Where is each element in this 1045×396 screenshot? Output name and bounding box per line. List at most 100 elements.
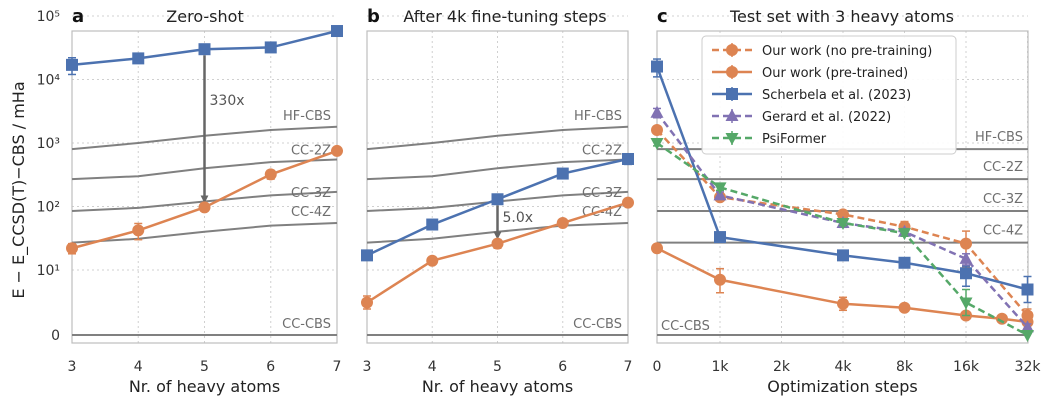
- y-tick-label: 10³: [37, 136, 60, 152]
- series-group: [66, 25, 343, 255]
- reference-lines: HF-CBS CC-2Z CC-3Z CC-4Z CC-CBS: [71, 109, 338, 336]
- data-point: [898, 256, 911, 269]
- panel-b: 3 4 5 6 7 Nr. of heavy atoms After 4k fine-tun…: [361, 6, 634, 396]
- data-point: [426, 218, 439, 231]
- plot-frame: [366, 30, 629, 344]
- data-point: [198, 201, 211, 214]
- data-point: [837, 249, 849, 262]
- series-line: [656, 111, 1029, 329]
- x-tick-label: 3: [363, 359, 372, 375]
- x-tick-label: 7: [333, 359, 342, 375]
- data-point: [898, 228, 911, 241]
- plot-frame: [656, 30, 1029, 344]
- series-group: [650, 58, 1034, 342]
- x-tick-label: 8k: [896, 359, 914, 375]
- series-line: [656, 141, 1029, 337]
- x-tick-label: 4k: [834, 359, 852, 375]
- data-point: [959, 251, 973, 264]
- data-point: [651, 124, 663, 137]
- data-point: [714, 231, 726, 244]
- x-tick-label: 0: [653, 359, 662, 375]
- data-point: [959, 297, 973, 310]
- x-tick-label: 5: [493, 359, 502, 375]
- y-tick-label: 10¹: [37, 263, 60, 279]
- panel-letter: c: [657, 6, 668, 27]
- x-tick-label: 4: [134, 359, 143, 375]
- reference-label: HF-CBS: [283, 109, 331, 124]
- data-point: [426, 254, 439, 267]
- legend-label: Our work (pre-trained): [762, 66, 908, 81]
- data-point: [198, 43, 211, 56]
- data-point: [491, 237, 504, 250]
- ratio-label: 330x: [210, 93, 245, 109]
- legend-label: Gerard et al. (2022): [762, 110, 891, 125]
- x-axis-label: Nr. of heavy atoms: [129, 377, 280, 396]
- reference-label: CC-3Z: [983, 192, 1023, 207]
- x-tick-label: 2k: [773, 359, 791, 375]
- reference-line: [366, 158, 629, 181]
- legend-marker: [726, 66, 738, 78]
- reference-label: CC-4Z: [291, 205, 331, 220]
- reference-label: CC-4Z: [983, 224, 1023, 239]
- ratio-label: 5.0x: [503, 210, 534, 226]
- x-tick-label: 32k: [1015, 359, 1042, 375]
- panel-c: 0 1k 2k 4k 8k 16k 32k Optimization steps Test se…: [650, 6, 1042, 396]
- reference-label: CC-CBS: [573, 317, 622, 332]
- x-tick-label: 16k: [953, 359, 980, 375]
- legend: Our work (no pre-training) Our work (pre-…: [701, 35, 957, 155]
- legend-label: Scherbela et al. (2023): [762, 88, 911, 103]
- y-axis-label: E − E_CCSD(T)−CBS / mHa: [9, 81, 29, 298]
- x-tick-label: 1k: [711, 359, 729, 375]
- data-point: [491, 193, 504, 206]
- series-group: [361, 152, 634, 310]
- data-point: [714, 273, 726, 286]
- data-point: [713, 182, 727, 195]
- reference-label: CC-3Z: [291, 186, 331, 201]
- data-point: [650, 138, 664, 150]
- data-point: [331, 144, 343, 157]
- plot-frame: [71, 30, 338, 344]
- reference-label: CC-2Z: [582, 143, 622, 158]
- data-point: [132, 224, 145, 237]
- data-point: [837, 208, 849, 221]
- grid: [366, 15, 629, 343]
- data-point: [651, 60, 663, 73]
- data-point: [837, 297, 849, 310]
- series-line: [656, 129, 1029, 317]
- data-point: [650, 105, 664, 118]
- legend-marker: [725, 133, 739, 145]
- legend-box: [701, 35, 957, 155]
- x-tick-label: 7: [624, 359, 633, 375]
- data-point: [132, 52, 145, 65]
- x-tick-label: 6: [558, 359, 567, 375]
- panel-letter: b: [367, 6, 380, 27]
- data-point: [960, 237, 972, 250]
- legend-marker: [725, 109, 739, 121]
- panel-letter: a: [72, 6, 84, 27]
- data-point: [264, 41, 277, 54]
- reference-line: [71, 221, 338, 244]
- y-tick-label: 10⁴: [37, 73, 61, 89]
- data-point: [331, 25, 343, 38]
- panel-a: 3 4 5 6 7 Nr. of heavy atoms 0 10¹ 10² 10³ 10⁴ 10⁵ Z…: [37, 6, 343, 396]
- data-point: [651, 242, 663, 255]
- data-point: [836, 217, 850, 230]
- data-point: [960, 267, 972, 280]
- data-point: [66, 58, 78, 71]
- reference-label: CC-CBS: [282, 317, 331, 332]
- data-point: [66, 242, 78, 255]
- data-point: [361, 249, 373, 262]
- reference-line: [366, 125, 629, 151]
- series-line: [655, 66, 1028, 291]
- y-tick-label: 0: [51, 328, 60, 344]
- reference-label: CC-2Z: [291, 143, 331, 158]
- data-point: [1021, 330, 1034, 342]
- reference-label: CC-CBS: [661, 319, 710, 334]
- x-tick-label: 4: [428, 359, 437, 375]
- x-tick-label: 5: [200, 359, 209, 375]
- data-point: [622, 196, 634, 209]
- y-tick-label: 10²: [37, 200, 60, 216]
- legend-label: PsiFormer: [762, 132, 827, 147]
- data-point: [622, 152, 634, 165]
